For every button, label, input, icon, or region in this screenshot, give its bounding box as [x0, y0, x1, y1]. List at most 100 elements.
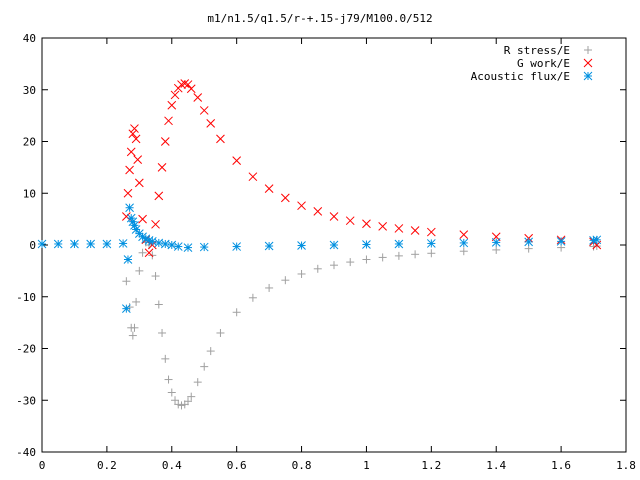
data-point — [459, 238, 469, 248]
data-point — [154, 191, 164, 201]
y-tick-label: 0 — [29, 239, 36, 252]
x-tick-label: 0.4 — [162, 459, 182, 472]
data-marks — [37, 79, 602, 410]
data-point — [128, 129, 138, 139]
data-point — [126, 147, 136, 157]
data-point — [151, 219, 160, 229]
data-point — [171, 396, 180, 405]
data-point — [167, 100, 177, 110]
data-point — [128, 331, 137, 340]
data-point — [157, 163, 167, 172]
x-tick-label: 0.6 — [227, 459, 247, 472]
data-point — [492, 245, 501, 254]
data-point — [200, 362, 209, 371]
data-point — [151, 272, 160, 281]
data-point — [362, 219, 371, 229]
x-tick-label: 1.6 — [551, 459, 571, 472]
data-point — [70, 239, 79, 249]
data-point — [186, 84, 196, 94]
data-point — [410, 226, 420, 235]
data-point — [232, 308, 241, 317]
legend-marker — [584, 46, 592, 54]
data-point — [264, 184, 274, 193]
data-point — [491, 238, 501, 247]
y-tick-label: -10 — [16, 291, 36, 304]
x-tick-label: 0 — [39, 459, 46, 472]
data-point — [297, 269, 306, 278]
y-tick-label: 30 — [23, 84, 36, 97]
series-1 — [122, 79, 602, 258]
data-point — [123, 188, 133, 198]
data-point — [184, 397, 192, 406]
data-point — [133, 155, 143, 164]
data-point — [122, 277, 131, 286]
data-point — [158, 328, 167, 337]
data-point — [86, 239, 96, 249]
legend-marker — [583, 58, 593, 68]
data-point — [193, 93, 203, 102]
data-point — [378, 253, 387, 262]
data-point — [130, 124, 139, 133]
data-point — [177, 401, 186, 410]
data-point — [248, 172, 258, 182]
data-point — [362, 255, 371, 264]
data-point — [160, 137, 170, 146]
data-point — [118, 239, 128, 248]
data-point — [122, 212, 131, 221]
x-tick-label: 1.2 — [421, 459, 441, 472]
data-point — [232, 242, 242, 251]
data-point — [346, 258, 355, 267]
data-point — [459, 230, 469, 240]
data-point — [170, 90, 180, 100]
data-point — [131, 134, 141, 144]
data-point — [177, 80, 186, 89]
y-tick-label: -30 — [16, 394, 36, 407]
data-point — [313, 207, 323, 216]
data-point — [180, 79, 190, 88]
data-point — [37, 239, 47, 249]
data-point — [132, 297, 141, 306]
data-point — [164, 375, 173, 384]
data-point — [427, 249, 436, 258]
data-point — [193, 378, 202, 387]
data-point — [147, 237, 157, 246]
data-point — [138, 248, 147, 257]
data-point — [459, 247, 468, 256]
data-point — [394, 239, 404, 249]
data-point — [592, 235, 602, 245]
data-point — [138, 214, 147, 224]
data-point — [232, 156, 242, 166]
data-point — [378, 222, 388, 231]
data-point — [524, 244, 533, 253]
data-point — [313, 264, 322, 273]
series-2 — [37, 203, 602, 314]
y-tick-label: 40 — [23, 32, 36, 45]
data-point — [524, 237, 534, 247]
data-point — [297, 241, 306, 250]
data-point — [206, 347, 215, 356]
data-point — [426, 239, 436, 248]
data-point — [329, 240, 339, 250]
data-point — [281, 276, 290, 285]
x-tick-label: 0.2 — [97, 459, 117, 472]
y-tick-label: 20 — [23, 136, 36, 149]
data-point — [173, 242, 183, 251]
y-tick-label: -40 — [16, 446, 36, 459]
data-point — [556, 237, 566, 246]
data-point — [330, 261, 338, 270]
data-point — [199, 242, 209, 252]
legend-label: Acoustic flux/E — [471, 70, 570, 83]
chart-title: m1/n1.5/q1.5/r-+.15-j79/M100.0/512 — [207, 12, 432, 25]
axes: 0 0.2 0.4 0.6 0.8 1 1.2 1.4 1.6 1.8 -40 -30 -20 -10 0 1… — [16, 32, 636, 472]
data-point — [426, 227, 436, 237]
data-point — [125, 203, 134, 213]
series-0 — [122, 238, 601, 410]
data-point — [280, 193, 290, 203]
data-point — [154, 300, 163, 309]
legend-label: R stress/E — [504, 44, 570, 57]
data-point — [264, 241, 274, 251]
data-point — [394, 251, 403, 260]
data-point — [125, 165, 134, 175]
